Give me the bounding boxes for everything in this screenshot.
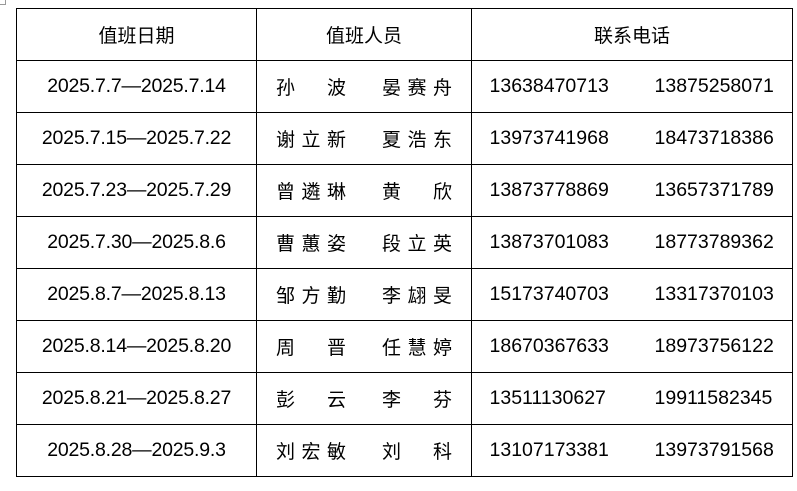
staff-name: 周晋 [276, 337, 346, 359]
duty-phones: 13873778869 13657371789 [471, 164, 793, 217]
staff-name: 李翃旻 [382, 285, 452, 307]
phone-number: 13973791568 [654, 439, 774, 461]
table-row: 2025.7.7—2025.7.14 孙波 晏赛舟 13638470713 138752… [16, 60, 793, 113]
staff-name: 刘宏敏 [276, 441, 346, 463]
duty-phones: 13873701083 18773789362 [471, 216, 793, 269]
phone-number: 19911582345 [654, 387, 773, 409]
staff-name: 曾遴琳 [276, 181, 346, 203]
phone-number: 13638470713 [489, 75, 609, 97]
staff-name: 曹蕙姿 [276, 233, 346, 255]
duty-phones: 18670367633 18973756122 [471, 320, 793, 373]
phone-number: 15173740703 [489, 283, 609, 305]
staff-name: 谢立新 [276, 129, 346, 151]
phone-number: 13873701083 [489, 231, 609, 253]
staff-name: 段立英 [382, 233, 452, 255]
duty-staff: 周晋 任慧婷 [256, 320, 472, 373]
header-staff: 值班人员 [256, 8, 472, 61]
phone-number: 13973741968 [489, 127, 609, 149]
duty-staff: 邹方勤 李翃旻 [256, 268, 472, 321]
staff-name: 李芬 [382, 389, 452, 411]
duty-phones: 13107173381 13973791568 [471, 424, 793, 477]
staff-name: 邹方勤 [276, 285, 346, 307]
duty-staff: 孙波 晏赛舟 [256, 60, 472, 113]
phone-number: 13317370103 [654, 283, 774, 305]
duty-phones: 15173740703 13317370103 [471, 268, 793, 321]
duty-date: 2025.7.23—2025.7.29 [16, 164, 257, 217]
table-row: 2025.7.23—2025.7.29 曾遴琳 黄欣 13873778869 13657… [16, 164, 793, 217]
table-row: 2025.8.21—2025.8.27 彭云 李芬 13511130627 199115… [16, 372, 793, 425]
staff-name: 孙波 [276, 77, 346, 99]
phone-number: 13107173381 [489, 439, 609, 461]
duty-date: 2025.8.21—2025.8.27 [16, 372, 257, 425]
table-row: 2025.8.7—2025.8.13 邹方勤 李翃旻 15173740703 13317… [16, 268, 793, 321]
table-row: 2025.7.30—2025.8.6 曹蕙姿 段立英 13873701083 18773… [16, 216, 793, 269]
duty-schedule-table: 值班日期 值班人员 联系电话 2025.7.7—2025.7.14 孙波 晏赛舟 13… [16, 8, 793, 477]
phone-number: 18773789362 [654, 231, 774, 253]
duty-staff: 曾遴琳 黄欣 [256, 164, 472, 217]
corner-mark [0, 0, 6, 5]
duty-phones: 13638470713 13875258071 [471, 60, 793, 113]
duty-staff: 刘宏敏 刘科 [256, 424, 472, 477]
duty-phones: 13511130627 19911582345 [471, 372, 793, 425]
staff-name: 彭云 [276, 389, 346, 411]
phone-number: 18670367633 [489, 335, 609, 357]
phone-number: 13657371789 [654, 179, 774, 201]
header-date: 值班日期 [16, 8, 257, 61]
duty-staff: 彭云 李芬 [256, 372, 472, 425]
header-row: 值班日期 值班人员 联系电话 [16, 8, 793, 61]
duty-phones: 13973741968 18473718386 [471, 112, 793, 165]
phone-number: 13873778869 [489, 179, 609, 201]
phone-number: 18973756122 [654, 335, 774, 357]
duty-date: 2025.7.30—2025.8.6 [16, 216, 257, 269]
duty-date: 2025.7.15—2025.7.22 [16, 112, 257, 165]
duty-date: 2025.7.7—2025.7.14 [16, 60, 257, 113]
phone-number: 18473718386 [654, 127, 774, 149]
duty-staff: 谢立新 夏浩东 [256, 112, 472, 165]
staff-name: 刘科 [382, 441, 452, 463]
duty-date: 2025.8.7—2025.8.13 [16, 268, 257, 321]
table-row: 2025.7.15—2025.7.22 谢立新 夏浩东 13973741968 1847… [16, 112, 793, 165]
phone-number: 13511130627 [489, 387, 606, 409]
staff-name: 晏赛舟 [382, 77, 452, 99]
phone-number: 13875258071 [654, 75, 774, 97]
staff-name: 黄欣 [382, 181, 452, 203]
table-row: 2025.8.14—2025.8.20 周晋 任慧婷 18670367633 18973… [16, 320, 793, 373]
duty-date: 2025.8.28—2025.9.3 [16, 424, 257, 477]
duty-date: 2025.8.14—2025.8.20 [16, 320, 257, 373]
header-phone: 联系电话 [471, 8, 793, 61]
table-row: 2025.8.28—2025.9.3 刘宏敏 刘科 13107173381 139737… [16, 424, 793, 477]
staff-name: 夏浩东 [382, 129, 452, 151]
duty-staff: 曹蕙姿 段立英 [256, 216, 472, 269]
staff-name: 任慧婷 [382, 337, 452, 359]
